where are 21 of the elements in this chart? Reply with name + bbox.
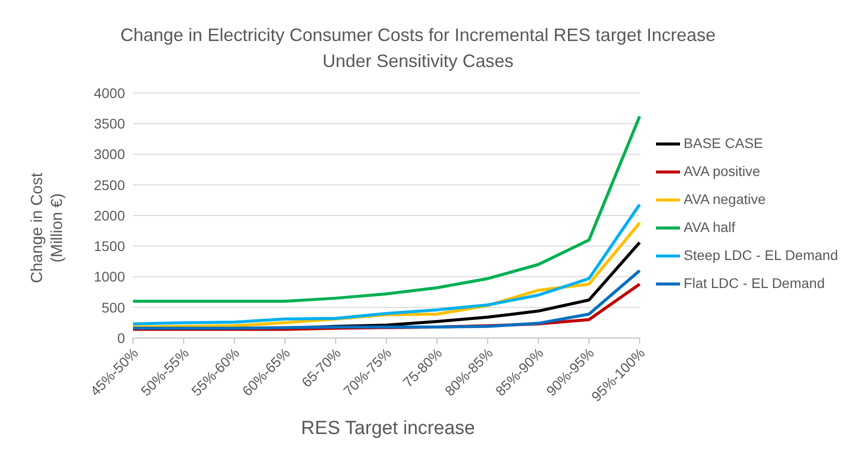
line-series <box>132 269 642 330</box>
y-tick-label: 3000 <box>94 146 126 162</box>
y-tick-label: 2500 <box>94 176 126 193</box>
legend-label: AVA positive <box>684 163 760 179</box>
legend-label: AVA negative <box>684 191 766 207</box>
legend-label: Steep LDC - EL Demand <box>684 247 838 263</box>
x-axis-title: RES Target increase <box>300 418 476 440</box>
y-tick-label: 500 <box>102 299 126 316</box>
line-series <box>132 114 642 303</box>
legend-label: AVA half <box>684 219 736 235</box>
y-tick-label: 1500 <box>94 238 126 254</box>
line-series <box>132 202 642 326</box>
y-axis-title: Change in Cost (Million €) <box>28 172 67 284</box>
y-tick-label: 3500 <box>94 116 126 132</box>
y-tick-label: 1000 <box>94 268 126 285</box>
y-tick-label: 0 <box>117 330 126 346</box>
legend-label: BASE CASE <box>684 135 764 151</box>
y-tick-label: 2000 <box>94 207 126 224</box>
legend-label: Flat LDC - EL Demand <box>684 275 825 291</box>
y-tick-label: 4000 <box>94 84 126 101</box>
chart-title: Change in Electricity Consumer Costs for Incremental RES target Increase Under Sensitivity Cases <box>119 24 717 73</box>
